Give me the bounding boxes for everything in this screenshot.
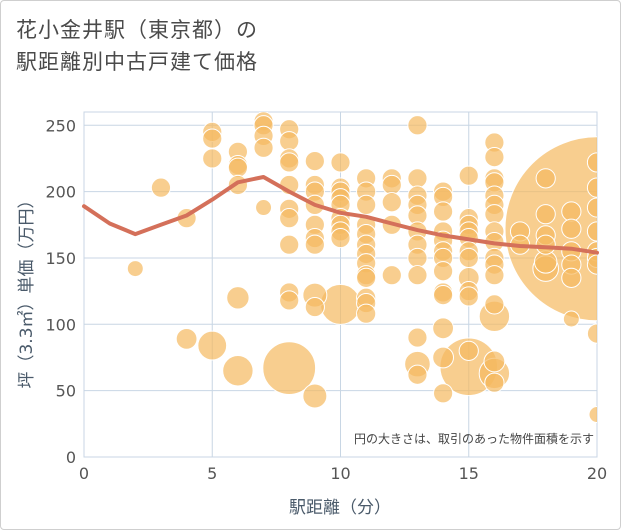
bubble-point <box>561 218 582 239</box>
bubble-point <box>407 327 428 348</box>
x-tick-label: 10 <box>330 464 350 483</box>
bubble-point <box>320 283 361 325</box>
bubble-point <box>279 131 300 152</box>
y-tick-label: 250 <box>45 116 76 135</box>
bubble-point <box>279 290 300 311</box>
x-tick-label: 5 <box>207 464 217 483</box>
bubble-point <box>279 152 300 173</box>
x-tick-label: 0 <box>79 464 89 483</box>
bubble-point <box>484 147 505 168</box>
bubble-point <box>483 350 506 373</box>
bubble-point <box>586 177 597 198</box>
bubble-point <box>175 328 198 350</box>
bubble-point <box>433 261 454 282</box>
y-tick-label: 150 <box>45 249 76 268</box>
bubble-point <box>535 168 556 189</box>
bubble-point <box>407 115 428 136</box>
x-tick-label: 20 <box>587 464 607 483</box>
bubble-point <box>197 330 228 361</box>
bubble-point <box>562 310 580 328</box>
y-tick-label: 0 <box>66 448 76 467</box>
bubble-point <box>356 194 377 215</box>
bubble-layer <box>126 112 597 424</box>
bubble-point <box>202 128 223 149</box>
bubble-point <box>356 303 377 324</box>
bubble-point <box>561 201 582 222</box>
bubble-point <box>458 165 479 186</box>
y-axis-ticks: 0 50 100 150 200 250 <box>45 116 76 467</box>
bubble-point <box>407 247 428 269</box>
chart-title-line2: 駅距離別中古戸建て価格 <box>16 50 258 74</box>
bubble-point <box>302 383 328 409</box>
bubble-point <box>407 168 428 189</box>
bubble-point <box>226 286 250 310</box>
bubble-size-note: 円の大きさは、取引のあった物件面積を示す <box>354 431 594 446</box>
bubble-point <box>330 152 351 173</box>
bubble-point <box>381 174 402 196</box>
bubble-point <box>535 204 556 225</box>
bubble-point <box>407 265 428 286</box>
bubble-point <box>586 197 597 218</box>
bubble-point <box>279 234 300 255</box>
bubble-point <box>381 265 402 286</box>
x-axis-title: 駅距離（分） <box>289 498 391 518</box>
bubble-point <box>253 137 274 158</box>
bubble-point <box>126 260 144 278</box>
y-tick-label: 50 <box>56 382 76 401</box>
bubble-point <box>356 267 377 288</box>
bubble-point <box>484 265 505 286</box>
bubble-point <box>304 296 325 318</box>
chart-title-line1: 花小金井駅（東京都）の <box>16 18 258 42</box>
y-tick-label: 200 <box>45 183 76 202</box>
x-axis-ticks: 0 5 10 15 20 <box>79 464 607 483</box>
bubble-point <box>381 192 402 213</box>
bubble-point <box>586 323 597 344</box>
trend-line-layer <box>82 175 599 255</box>
bubble-point <box>458 286 479 307</box>
bubble-point <box>202 148 223 169</box>
bubble-point <box>227 157 248 178</box>
y-tick-label: 100 <box>45 315 76 334</box>
bubble-point <box>432 346 455 369</box>
bubble-point <box>484 294 505 315</box>
bubble-point <box>588 406 597 424</box>
chart-title: 花小金井駅（東京都）の 駅距離別中古戸建て価格 <box>16 14 258 78</box>
trend-line <box>82 175 599 255</box>
bubble-point <box>432 317 455 340</box>
bubble-point <box>279 208 300 229</box>
bubble-point <box>535 234 556 255</box>
bubble-point <box>586 254 597 275</box>
bubble-point <box>586 152 597 173</box>
bubble-point <box>561 267 582 288</box>
bubble-point <box>262 341 317 395</box>
bubble-point <box>484 372 505 393</box>
bubble-point <box>330 227 351 249</box>
bubble-point <box>433 285 454 306</box>
x-tick-label: 15 <box>459 464 479 483</box>
bubble-point <box>484 204 505 225</box>
bubble-point <box>304 150 325 172</box>
bubble-point <box>458 247 479 269</box>
bubble-point <box>586 221 597 242</box>
bubble-point <box>407 364 428 385</box>
bubble-point <box>458 340 479 361</box>
bubble-point <box>304 234 325 255</box>
bubble-point <box>433 201 454 222</box>
y-axis-title: 坪（3.3㎡）単価（万円） <box>17 191 37 388</box>
bubble-point <box>433 383 454 404</box>
bubble-point <box>255 199 273 217</box>
bubble-point <box>222 355 254 387</box>
bubble-point <box>150 177 172 198</box>
